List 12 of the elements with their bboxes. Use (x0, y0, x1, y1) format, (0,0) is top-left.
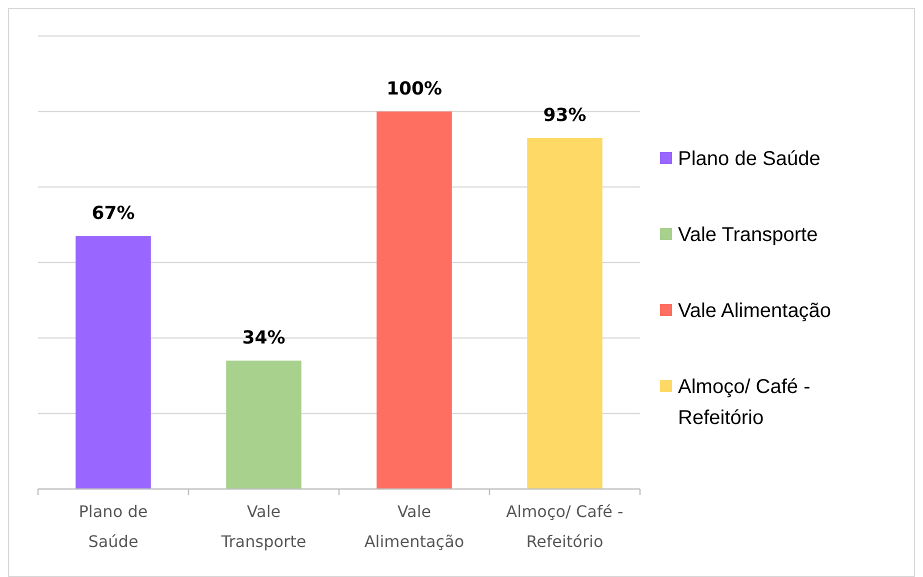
legend-label: Almoço/ Café - Refeitório (678, 376, 810, 429)
x-tick-label: Almoço/ Café - Refeitório (506, 502, 624, 551)
data-label: 100% (386, 78, 442, 100)
legend-label: Vale Transporte (678, 224, 818, 246)
x-tick-label: Vale Alimentação (364, 502, 464, 551)
x-tick-label: Vale Transporte (220, 502, 306, 551)
data-label: 93% (543, 104, 586, 126)
legend-label: Vale Alimentação (678, 300, 832, 322)
data-label: 34% (242, 328, 286, 349)
legend-label: Plano de Saúde (678, 148, 820, 170)
data-label: 67% (92, 203, 135, 224)
x-tick-label: Plano de Saúde (78, 502, 148, 551)
